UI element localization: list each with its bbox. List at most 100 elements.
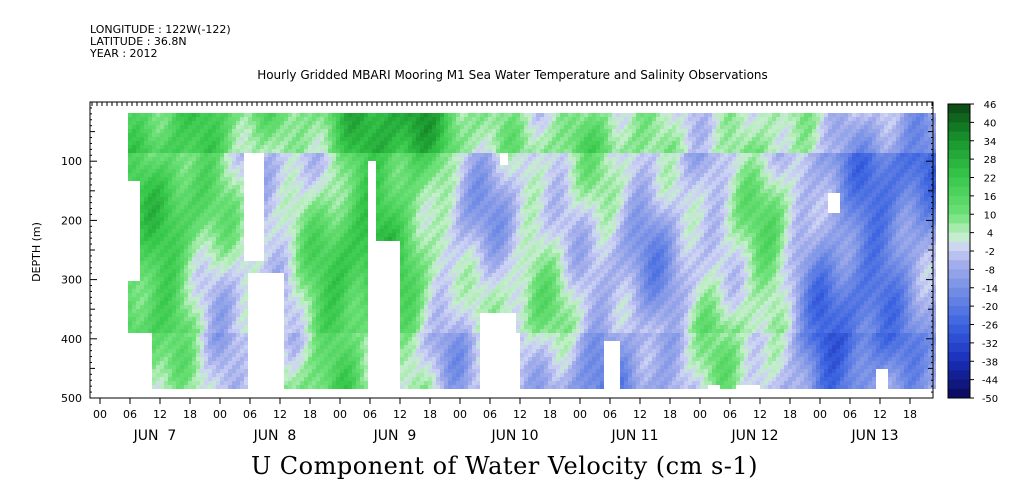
heat-cell — [188, 121, 192, 125]
heat-cell — [404, 241, 408, 245]
heat-cell — [420, 129, 424, 133]
heat-cell — [360, 133, 364, 137]
heat-cell — [408, 361, 412, 365]
heat-cell — [336, 373, 340, 377]
heat-cell — [424, 133, 428, 137]
heat-cell — [164, 213, 168, 217]
heat-cell — [276, 233, 280, 237]
heat-cell — [356, 113, 360, 117]
heat-cell — [440, 305, 444, 309]
heat-cell — [128, 289, 132, 293]
heat-cell — [388, 237, 392, 241]
heat-cell — [160, 169, 164, 173]
heat-cell — [212, 249, 216, 253]
heat-cell — [140, 149, 144, 153]
heat-cell — [184, 377, 188, 381]
heat-cell — [188, 161, 192, 165]
heat-cell — [428, 213, 432, 217]
heat-cell — [272, 121, 276, 125]
heat-cell — [452, 177, 456, 181]
heat-cell — [292, 117, 296, 121]
heat-cell — [408, 249, 412, 253]
heat-cell — [236, 349, 240, 353]
heat-cell — [364, 153, 368, 157]
heat-cell — [312, 349, 316, 353]
heat-cell — [256, 125, 260, 129]
heat-cell — [156, 313, 160, 317]
heat-cell — [160, 217, 164, 221]
heat-cell — [164, 289, 168, 293]
heat-cell — [300, 373, 304, 377]
heat-cell — [292, 345, 296, 349]
heat-cell — [164, 125, 168, 129]
heat-cell — [368, 113, 372, 117]
heat-cell — [216, 341, 220, 345]
heat-cell — [384, 213, 388, 217]
heat-cell — [160, 141, 164, 145]
heat-cell — [176, 261, 180, 265]
heat-cell — [428, 193, 432, 197]
heat-cell — [428, 245, 432, 249]
heat-cell — [400, 321, 404, 325]
heat-cell — [268, 137, 272, 141]
heat-cell — [432, 221, 436, 225]
heat-cell — [164, 197, 168, 201]
heat-cell — [164, 245, 168, 249]
heat-cell — [428, 333, 432, 337]
heat-cell — [320, 137, 324, 141]
heat-cell — [204, 161, 208, 165]
heat-cell — [448, 129, 452, 133]
heat-cell — [240, 385, 244, 389]
heat-cell — [276, 249, 280, 253]
heat-cell — [416, 277, 420, 281]
heat-cell — [464, 221, 468, 225]
heat-cell — [284, 229, 288, 233]
heat-cell — [384, 237, 388, 241]
heat-cell — [308, 305, 312, 309]
heat-cell — [232, 177, 236, 181]
heat-cell — [152, 145, 156, 149]
heat-cell — [424, 329, 428, 333]
heat-cell — [272, 209, 276, 213]
heat-cell — [324, 225, 328, 229]
heat-cell — [328, 145, 332, 149]
heat-cell — [404, 193, 408, 197]
heat-cell — [292, 337, 296, 341]
heat-cell — [296, 149, 300, 153]
heat-cell — [356, 257, 360, 261]
heat-cell — [188, 213, 192, 217]
heat-cell — [412, 245, 416, 249]
heat-cell — [176, 325, 180, 329]
heat-cell — [232, 173, 236, 177]
heat-cell — [228, 361, 232, 365]
heat-cell — [288, 313, 292, 317]
heat-cell — [136, 177, 140, 181]
heat-cell — [352, 125, 356, 129]
heat-cell — [140, 329, 144, 333]
heat-cell — [336, 181, 340, 185]
heat-cell — [308, 301, 312, 305]
heat-cell — [180, 169, 184, 173]
heat-cell — [400, 205, 404, 209]
heat-cell — [188, 141, 192, 145]
heat-cell — [464, 121, 468, 125]
heat-cell — [328, 181, 332, 185]
heat-cell — [332, 261, 336, 265]
heat-cell — [420, 361, 424, 365]
heat-cell — [236, 329, 240, 333]
heat-cell — [244, 377, 248, 381]
heat-cell — [312, 317, 316, 321]
heat-cell — [152, 257, 156, 261]
heat-cell — [232, 345, 236, 349]
heat-cell — [412, 177, 416, 181]
heat-cell — [328, 345, 332, 349]
heat-cell — [300, 309, 304, 313]
heat-cell — [284, 113, 288, 117]
heat-cell — [316, 261, 320, 265]
heat-cell — [272, 237, 276, 241]
heat-cell — [312, 169, 316, 173]
heat-cell — [160, 277, 164, 281]
heat-cell — [452, 341, 456, 345]
heat-cell — [320, 173, 324, 177]
heat-cell — [208, 265, 212, 269]
